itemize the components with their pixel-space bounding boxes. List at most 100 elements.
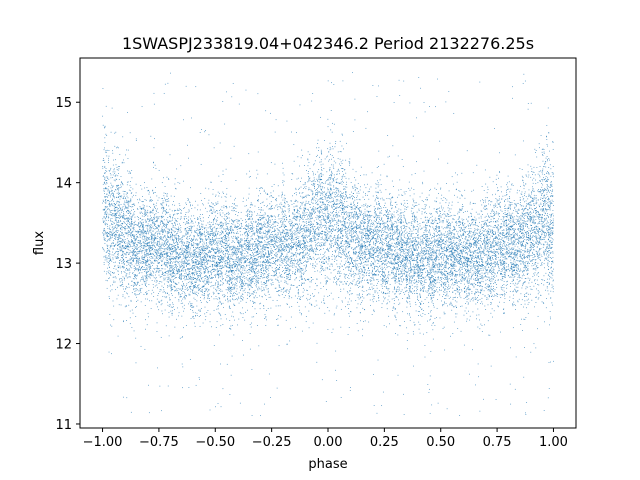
data-point bbox=[383, 163, 385, 165]
data-point bbox=[422, 288, 423, 289]
data-point bbox=[109, 205, 111, 207]
data-point bbox=[309, 238, 311, 240]
data-point bbox=[292, 224, 294, 226]
data-point bbox=[262, 214, 263, 216]
data-point bbox=[336, 192, 338, 194]
data-point bbox=[518, 240, 519, 242]
data-point bbox=[132, 251, 134, 253]
data-point bbox=[475, 273, 477, 275]
data-point bbox=[111, 254, 113, 256]
data-point bbox=[421, 208, 423, 209]
data-point bbox=[118, 168, 120, 170]
data-point bbox=[146, 236, 148, 238]
data-point bbox=[315, 193, 316, 195]
data-point bbox=[110, 174, 112, 176]
data-point bbox=[296, 246, 298, 248]
data-point bbox=[226, 91, 227, 93]
data-point bbox=[508, 243, 510, 245]
data-point bbox=[165, 240, 166, 242]
data-point bbox=[365, 275, 367, 276]
data-point bbox=[148, 316, 149, 318]
data-point bbox=[358, 298, 360, 300]
data-point bbox=[263, 216, 264, 218]
data-point bbox=[404, 262, 406, 264]
data-point bbox=[337, 240, 339, 241]
data-point bbox=[316, 200, 318, 202]
data-point bbox=[182, 255, 184, 257]
data-point bbox=[162, 268, 164, 270]
data-point bbox=[230, 228, 231, 230]
data-point bbox=[343, 218, 345, 220]
data-point bbox=[249, 295, 250, 297]
data-point bbox=[291, 252, 293, 254]
data-point bbox=[315, 254, 316, 256]
data-point bbox=[413, 189, 415, 190]
data-point bbox=[483, 207, 485, 209]
data-point bbox=[340, 233, 342, 235]
data-point bbox=[515, 204, 517, 206]
data-point bbox=[441, 194, 443, 196]
data-point bbox=[175, 284, 177, 285]
data-point bbox=[278, 249, 279, 250]
data-point bbox=[130, 411, 132, 413]
data-point bbox=[228, 306, 230, 308]
data-point bbox=[251, 247, 253, 249]
data-point bbox=[501, 234, 503, 236]
data-point bbox=[185, 295, 187, 296]
data-point bbox=[232, 283, 234, 285]
data-point bbox=[392, 245, 394, 247]
data-point bbox=[323, 217, 325, 219]
data-point bbox=[441, 256, 442, 258]
data-point bbox=[464, 259, 466, 261]
data-point bbox=[378, 300, 380, 302]
data-point bbox=[152, 265, 153, 266]
data-point bbox=[335, 220, 337, 221]
data-point bbox=[413, 220, 415, 222]
data-point bbox=[221, 222, 223, 223]
data-point bbox=[548, 226, 550, 228]
data-point bbox=[319, 174, 321, 176]
data-point bbox=[360, 246, 362, 248]
data-point bbox=[206, 256, 208, 258]
data-point bbox=[461, 280, 463, 282]
data-point bbox=[338, 215, 340, 216]
data-point bbox=[176, 251, 177, 253]
data-point bbox=[545, 225, 547, 227]
data-point bbox=[136, 245, 138, 247]
data-point bbox=[228, 287, 230, 289]
data-point bbox=[469, 224, 471, 226]
data-point bbox=[258, 249, 260, 251]
data-point bbox=[469, 289, 471, 290]
data-point bbox=[456, 237, 457, 239]
data-point bbox=[344, 225, 346, 227]
data-point bbox=[358, 208, 360, 210]
data-point bbox=[534, 229, 535, 230]
data-point bbox=[162, 273, 164, 274]
data-point bbox=[505, 251, 507, 253]
data-point bbox=[346, 181, 347, 183]
data-point bbox=[148, 290, 150, 291]
data-point bbox=[482, 251, 484, 252]
data-point bbox=[358, 244, 360, 246]
data-point bbox=[463, 219, 465, 220]
data-point bbox=[367, 270, 369, 272]
data-point bbox=[318, 210, 320, 212]
data-point bbox=[151, 220, 152, 221]
data-point bbox=[482, 250, 483, 252]
data-point bbox=[258, 238, 260, 239]
data-point bbox=[263, 224, 265, 226]
data-point bbox=[431, 242, 432, 244]
data-point bbox=[138, 290, 140, 292]
data-point bbox=[141, 267, 142, 269]
data-point bbox=[535, 233, 537, 235]
data-point bbox=[170, 252, 171, 254]
data-point bbox=[394, 308, 396, 310]
data-point bbox=[104, 232, 106, 234]
data-point bbox=[425, 245, 427, 247]
data-point bbox=[490, 246, 492, 248]
data-point bbox=[243, 262, 245, 264]
data-point bbox=[212, 260, 213, 262]
data-point bbox=[340, 231, 341, 233]
data-point bbox=[122, 286, 124, 287]
data-point bbox=[472, 172, 474, 174]
